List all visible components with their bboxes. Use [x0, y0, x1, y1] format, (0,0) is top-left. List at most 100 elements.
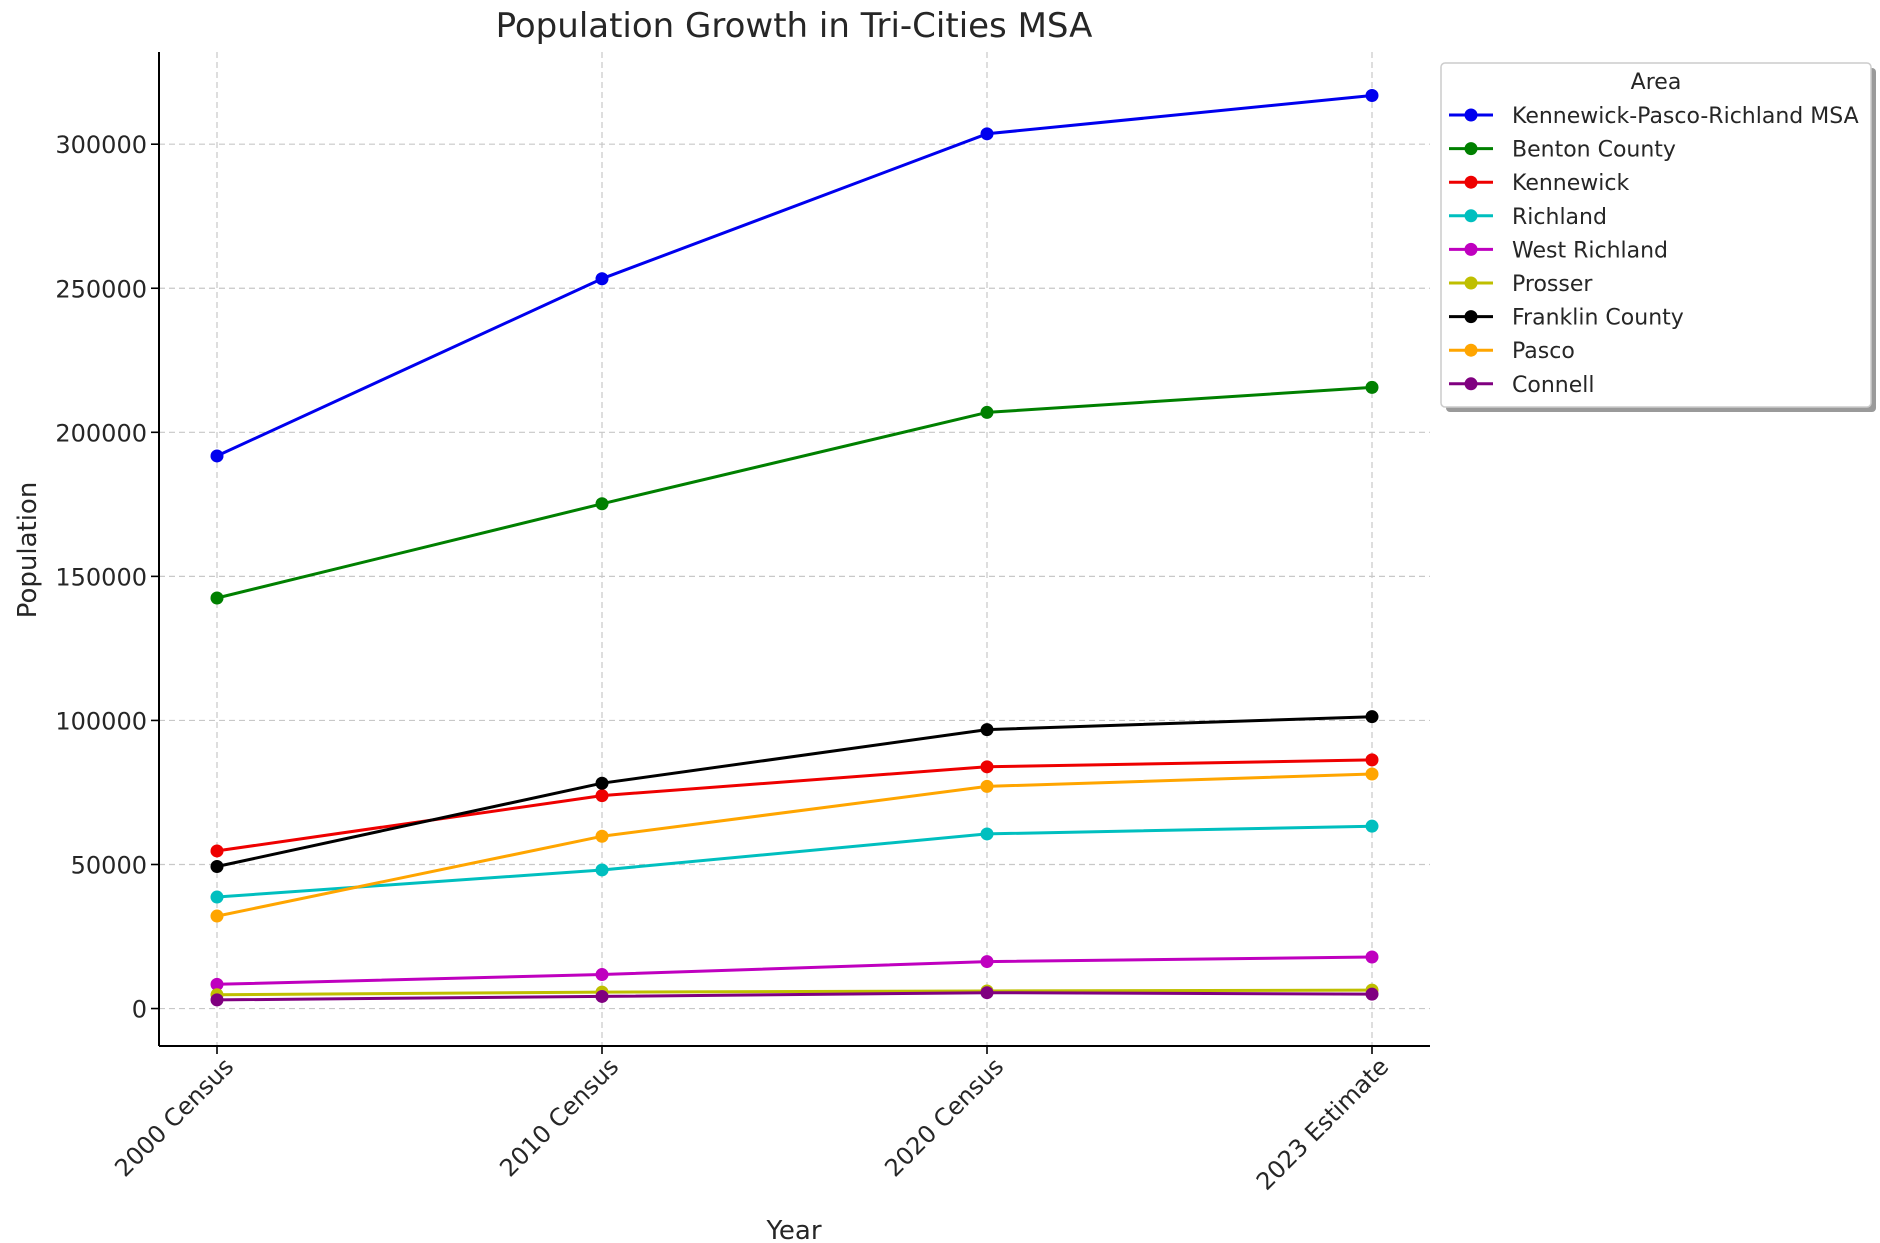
- series-7: [210, 767, 1379, 923]
- data-point: [1365, 987, 1379, 1001]
- legend-swatch-marker: [1464, 242, 1478, 256]
- data-point: [980, 723, 994, 737]
- data-point: [595, 776, 609, 790]
- legend-swatch-marker: [1464, 175, 1478, 189]
- legend-item: Kennewick-Pasco-Richland MSA: [1449, 104, 1859, 129]
- series-line: [216, 385, 1373, 600]
- legend-item: Franklin County: [1449, 306, 1684, 331]
- data-point: [1365, 819, 1379, 833]
- legend-swatch-marker: [1464, 276, 1478, 290]
- data-point: [210, 844, 224, 858]
- axes: [158, 52, 1430, 1047]
- series-6: [210, 710, 1379, 874]
- series-lines: [210, 89, 1379, 1007]
- y-tick-label: 150000: [55, 563, 147, 591]
- legend-label: Pasco: [1512, 339, 1575, 364]
- data-point: [595, 989, 609, 1003]
- data-point: [595, 968, 609, 982]
- legend-item: Connell: [1449, 373, 1594, 398]
- x-ticks: 2000 Census 2010 Census 2020 Census 2023 Es…: [109, 1046, 1394, 1196]
- legend-label: Connell: [1512, 373, 1594, 398]
- data-point: [980, 779, 994, 793]
- legend-swatch-marker: [1464, 377, 1478, 391]
- data-point: [210, 977, 224, 991]
- legend-swatch-marker: [1464, 209, 1478, 223]
- y-tick-label: 50000: [71, 851, 147, 879]
- data-point: [210, 909, 224, 923]
- data-point: [595, 863, 609, 877]
- legend-swatch-marker: [1464, 108, 1478, 122]
- y-tick-label: 100000: [55, 707, 147, 735]
- series-line: [216, 824, 1373, 899]
- data-point: [1365, 950, 1379, 964]
- legend-box: [1440, 62, 1872, 408]
- data-point: [210, 591, 224, 605]
- data-point: [1365, 89, 1379, 103]
- data-point: [210, 993, 224, 1007]
- x-axis-title: Year: [765, 1216, 821, 1243]
- legend-items: Kennewick-Pasco-Richland MSA Benton Count…: [1449, 104, 1859, 398]
- data-point: [980, 827, 994, 841]
- data-point: [980, 955, 994, 969]
- legend-swatch-marker: [1464, 310, 1478, 324]
- series-0: [210, 89, 1379, 463]
- legend: Area Kennewick-Pasco-Richland MSA Benton …: [1440, 62, 1876, 412]
- data-point: [1365, 710, 1379, 724]
- series-line: [216, 991, 1373, 1002]
- data-point: [980, 986, 994, 1000]
- x-tick-label: 2020 Census: [879, 1052, 1009, 1182]
- legend-label: Franklin County: [1512, 306, 1684, 331]
- data-point: [210, 449, 224, 463]
- series-2: [210, 753, 1379, 858]
- series-line: [216, 988, 1373, 997]
- legend-swatch-marker: [1464, 142, 1478, 156]
- x-tick-label: 2000 Census: [109, 1052, 239, 1182]
- legend-item: West Richland: [1449, 238, 1668, 263]
- series-line: [216, 772, 1373, 918]
- data-point: [980, 127, 994, 141]
- data-point: [595, 497, 609, 511]
- series-line: [216, 955, 1373, 986]
- data-point: [1365, 767, 1379, 781]
- series-line: [216, 758, 1373, 853]
- series-line: [216, 94, 1373, 458]
- series-3: [210, 819, 1379, 904]
- y-axis-title: Population: [13, 482, 43, 619]
- legend-item: Kennewick: [1449, 171, 1629, 196]
- x-tick-label: 2023 Estimate: [1251, 1052, 1394, 1195]
- legend-item: Prosser: [1449, 272, 1593, 297]
- y-tick-label: 250000: [55, 275, 147, 303]
- data-point: [210, 890, 224, 904]
- series-line: [216, 715, 1373, 868]
- x-tick-label: 2010 Census: [494, 1052, 624, 1182]
- series-1: [210, 380, 1379, 605]
- legend-title: Area: [1631, 70, 1682, 95]
- data-point: [980, 760, 994, 774]
- y-tick-label: 0: [132, 996, 147, 1024]
- y-tick-label: 300000: [55, 131, 147, 159]
- data-point: [595, 829, 609, 843]
- legend-label: Richland: [1512, 205, 1607, 230]
- legend-swatch-marker: [1464, 343, 1478, 357]
- legend-label: Prosser: [1512, 272, 1593, 297]
- legend-label: West Richland: [1512, 238, 1668, 263]
- data-point: [210, 860, 224, 874]
- grid: [159, 52, 1430, 1046]
- data-point: [980, 405, 994, 419]
- data-point: [1365, 753, 1379, 767]
- legend-label: Kennewick-Pasco-Richland MSA: [1512, 104, 1859, 129]
- data-point: [1365, 380, 1379, 394]
- series-8: [210, 986, 1379, 1007]
- legend-item: Richland: [1449, 205, 1607, 230]
- y-tick-label: 200000: [55, 419, 147, 447]
- data-point: [595, 272, 609, 286]
- legend-item: Pasco: [1449, 339, 1575, 364]
- legend-label: Benton County: [1512, 138, 1676, 163]
- legend-item: Benton County: [1449, 138, 1676, 163]
- series-4: [210, 950, 1379, 991]
- data-point: [595, 789, 609, 803]
- chart-title: Population Growth in Tri-Cities MSA: [496, 6, 1093, 46]
- legend-label: Kennewick: [1512, 171, 1629, 196]
- y-ticks: 0 50000 100000 150000 200000 250000 300000: [55, 131, 159, 1024]
